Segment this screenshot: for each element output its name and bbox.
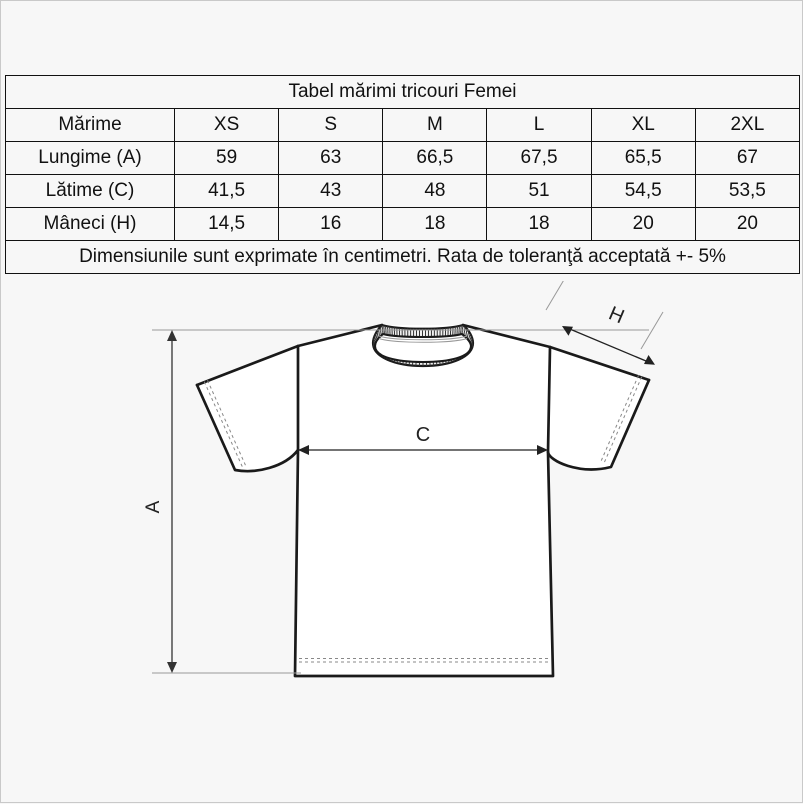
svg-text:C: C bbox=[416, 424, 430, 446]
svg-text:A: A bbox=[143, 500, 164, 513]
svg-text:H: H bbox=[605, 303, 627, 329]
